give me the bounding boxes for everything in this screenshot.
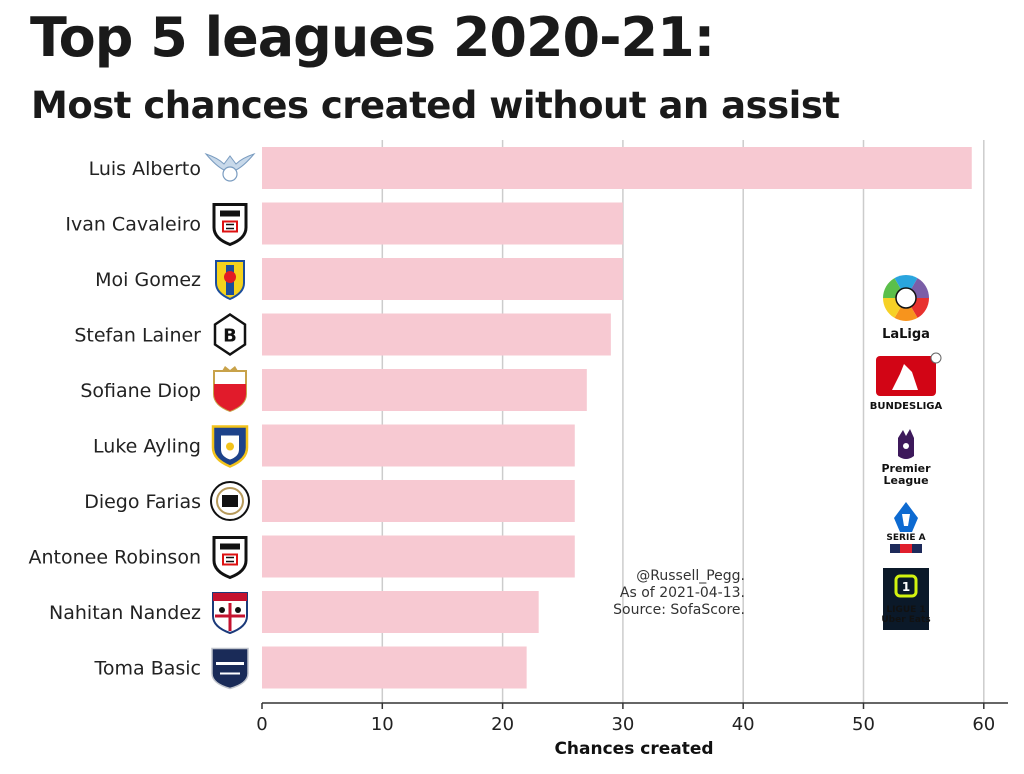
laliga-logo-icon: LaLiga [882,275,930,342]
lazio-crest-icon [204,152,256,182]
villarreal-crest-icon [215,260,245,301]
player-label: Diego Farias [84,491,201,513]
bar [262,424,575,467]
svg-text:B: B [223,326,237,347]
player-label: Sofiane Diop [80,380,201,402]
source-annotation: Source: SofaScore. [613,602,745,618]
x-tick-label: 60 [972,714,995,735]
bar [262,313,611,356]
player-label: Nahitan Nandez [49,602,201,624]
fulham-crest-icon [212,203,248,247]
player-label: Stefan Lainer [74,325,201,347]
player-label: Toma Basic [94,658,202,680]
x-tick-label: 0 [256,714,267,735]
source-annotation: @Russell_Pegg. [636,568,745,584]
serie-a-logo-icon: SERIE A [886,502,926,553]
svg-text:1: 1 [902,580,910,594]
league-logo-label: Premier [881,462,931,475]
x-tick-label: 10 [371,714,394,735]
league-logo-label: League [883,474,928,487]
spezia-crest-icon [210,481,250,521]
source-annotation: As of 2021-04-13. [620,585,745,601]
player-label: Moi Gomez [95,269,201,291]
bar [262,591,539,633]
monaco-crest-icon [213,366,247,413]
bar [262,535,575,578]
league-logo-label: Uber Eats [881,615,930,625]
leeds-crest-icon [211,425,249,468]
cagliari-crest-icon [212,592,248,635]
x-tick-label: 40 [732,714,755,735]
league-logo-label: BUNDESLIGA [870,401,943,412]
league-logo-label: SERIE A [886,533,925,543]
x-tick-label: 20 [491,714,514,735]
player-label: Ivan Cavaleiro [65,214,201,236]
x-tick-label: 50 [852,714,875,735]
x-axis-label: Chances created [554,739,713,759]
league-logo-label: LaLiga [882,327,930,342]
fulham-crest-icon [212,536,248,580]
bar [262,258,623,300]
player-label: Luke Ayling [93,436,201,458]
chart-title: Top 5 leagues 2020-21: [30,6,715,69]
bar [262,202,623,245]
bar [262,646,527,689]
gladbach-crest-icon: B [213,312,247,357]
bundesliga-logo-icon: BUNDESLIGA [870,352,943,412]
bar [262,480,575,522]
chart-subtitle: Most chances created without an assist [31,84,840,127]
bar [262,369,587,411]
player-label: Antonee Robinson [29,547,202,569]
player-label: Luis Alberto [89,158,201,180]
bordeaux-crest-icon [211,647,249,690]
bar [262,147,972,189]
x-tick-label: 30 [611,714,634,735]
league-logo-label: LIGUE 1 [886,605,925,615]
